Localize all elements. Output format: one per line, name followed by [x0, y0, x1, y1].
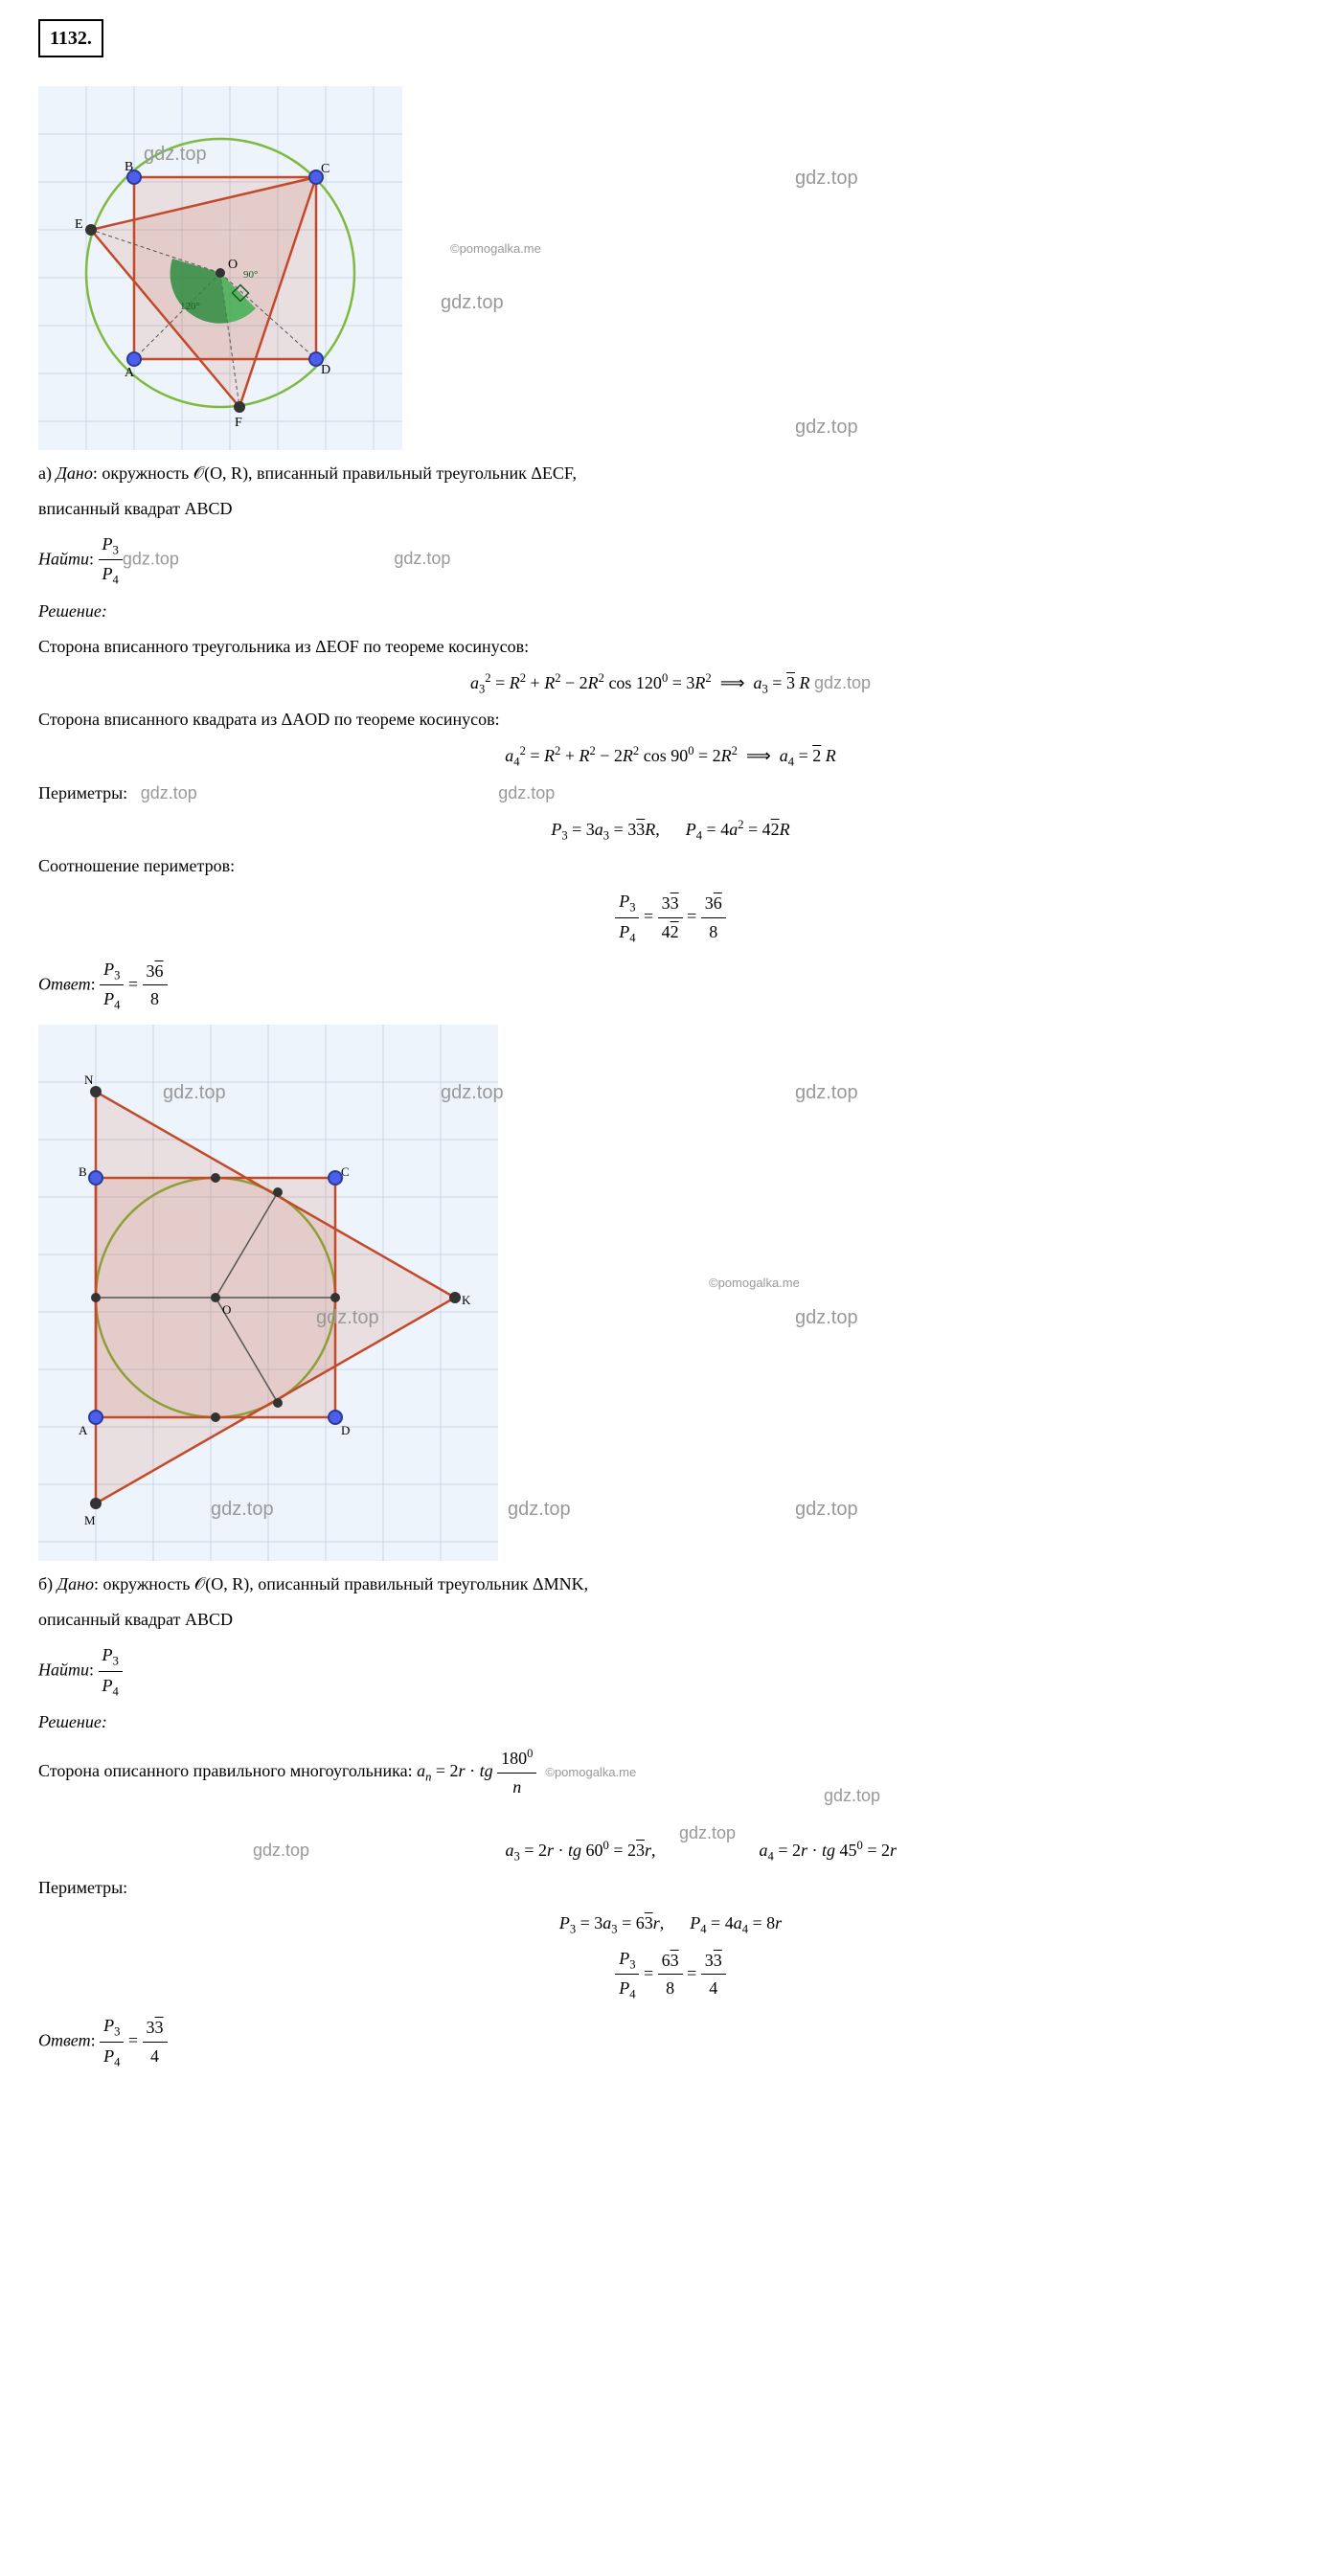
watermark-gdz: gdz.top	[441, 287, 504, 318]
svg-text:D: D	[321, 363, 330, 377]
svg-text:B: B	[79, 1164, 87, 1179]
watermark-gdz: gdz.top	[795, 1494, 858, 1525]
part-b-naiti: Найти: P3P4	[38, 1641, 1303, 1701]
part-b-reshenie-label: Решение:	[38, 1708, 1303, 1736]
watermark-pomogalka: ©pomogalka.me	[709, 1274, 800, 1294]
part-a-line2: Сторона вписанного квадрата из ΔAOD по т…	[38, 706, 1303, 734]
svg-text:E: E	[75, 217, 83, 232]
svg-text:M: M	[84, 1513, 96, 1527]
part-a-answer: Ответ: P3P4 = 368	[38, 956, 1303, 1015]
watermark-gdz: gdz.top	[795, 412, 858, 442]
part-b-eq3: P3P4 = 638 = 334	[38, 1945, 1303, 2004]
part-b-eq1: gdz.top a3 = 2r · tg 600 = 23r, gdz.top …	[38, 1836, 1303, 1866]
part-b-dano2: описанный квадрат ABCD	[38, 1606, 1303, 1634]
part-a-naiti: Найти: P3P4gdz.top gdz.top	[38, 531, 1303, 590]
part-a-perimeters-label: Периметры: gdz.top gdz.top	[38, 780, 1303, 807]
svg-text:K: K	[462, 1293, 471, 1307]
watermark-pomogalka: ©pomogalka.me	[450, 239, 541, 260]
part-a-ratio-label: Соотношение периметров:	[38, 852, 1303, 880]
svg-text:N: N	[84, 1073, 94, 1087]
svg-text:B: B	[125, 160, 133, 174]
svg-text:O: O	[228, 258, 238, 272]
problem-number: 1132.	[38, 19, 103, 57]
svg-text:O: O	[222, 1302, 231, 1317]
figure-2: A B C D M N K O gdz.top gdz.top gdz.top …	[38, 1025, 1303, 1561]
svg-text:A: A	[79, 1423, 88, 1437]
svg-text:A: A	[125, 366, 135, 380]
watermark-gdz: gdz.top	[795, 1302, 858, 1333]
part-a-reshenie-label: Решение:	[38, 598, 1303, 625]
part-a-dano: а) Дано: окружность 𝒪(O, R), вписанный п…	[38, 460, 1303, 487]
part-a-line1: Сторона вписанного треугольника из ΔEOF …	[38, 633, 1303, 661]
part-b-perimeters-label: Периметры:	[38, 1874, 1303, 1902]
watermark-gdz: gdz.top	[508, 1494, 571, 1525]
svg-text:C: C	[321, 162, 330, 176]
svg-text:D: D	[341, 1423, 350, 1437]
part-a-eq4: P3P4 = 3342 = 368	[38, 888, 1303, 947]
part-a-eq2: a42 = R2 + R2 − 2R2 cos 900 = 2R2 ⟹ a4 =…	[38, 741, 1303, 772]
part-a-dano2: вписанный квадрат ABCD	[38, 495, 1303, 523]
watermark-gdz: gdz.top	[795, 163, 858, 193]
part-b-answer: Ответ: P3P4 = 334	[38, 2012, 1303, 2071]
svg-text:F: F	[235, 416, 242, 430]
part-a-eq1: a32 = R2 + R2 − 2R2 cos 1200 = 3R2 ⟹ a3 …	[38, 668, 1303, 699]
figure-1: 90° 120° A B C D E F O gdz.top gdz.top ©…	[38, 86, 1303, 450]
part-b-dano: б) Дано: окружность 𝒪(O, R), описанный п…	[38, 1570, 1303, 1598]
part-b-eq2: P3 = 3a3 = 63r, P4 = 4a4 = 8r	[38, 1909, 1303, 1939]
part-b-line1: Сторона описанного правильного многоугол…	[38, 1744, 1303, 1828]
watermark-gdz: gdz.top	[795, 1077, 858, 1108]
svg-text:90°: 90°	[243, 269, 258, 281]
svg-text:120°: 120°	[180, 301, 200, 312]
svg-text:C: C	[341, 1164, 350, 1179]
part-a-eq3: P3 = 3a3 = 33R, P4 = 4a2 = 42R	[38, 815, 1303, 846]
